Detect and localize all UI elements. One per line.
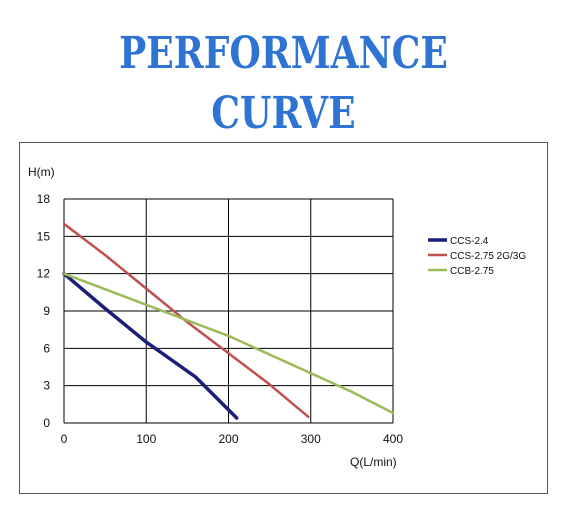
y-tick-label: 3 <box>43 379 50 393</box>
series-line-ccs-2-4 <box>62 271 239 420</box>
x-axis-label: Q(L/min) <box>350 455 397 469</box>
grid <box>63 198 394 424</box>
legend-label: CCB-2.75 <box>450 266 494 277</box>
x-tick-label: 200 <box>218 432 238 446</box>
legend-label: CCS-2.75 2G/3G <box>450 251 526 262</box>
x-tick-label: 100 <box>136 432 156 446</box>
series <box>62 222 395 420</box>
y-tick-label: 9 <box>43 304 50 318</box>
y-tick-label: 15 <box>37 229 51 243</box>
x-tick-label: 400 <box>383 432 403 446</box>
page-title: PERFORMANCE CURVE <box>119 28 448 139</box>
x-tick-label: 0 <box>61 432 68 446</box>
series-line-ccs-2-75-2g-3g <box>62 222 310 419</box>
legend-label: CCS-2.4 <box>450 236 489 247</box>
tick-labels: 0 3 6 9 12 15 18 0 100 200 300 400 <box>37 192 404 446</box>
y-tick-label: 6 <box>43 341 50 355</box>
y-tick-label: 0 <box>43 416 50 430</box>
y-tick-label: 12 <box>37 267 51 281</box>
series-line-ccb-2-75 <box>62 272 395 415</box>
legend: CCS-2.4 CCS-2.75 2G/3G CCB-2.75 <box>428 236 526 277</box>
x-tick-label: 300 <box>301 432 321 446</box>
y-tick-label: 18 <box>37 192 51 206</box>
chart-frame <box>19 142 548 494</box>
y-axis-label: H(m) <box>28 165 55 179</box>
